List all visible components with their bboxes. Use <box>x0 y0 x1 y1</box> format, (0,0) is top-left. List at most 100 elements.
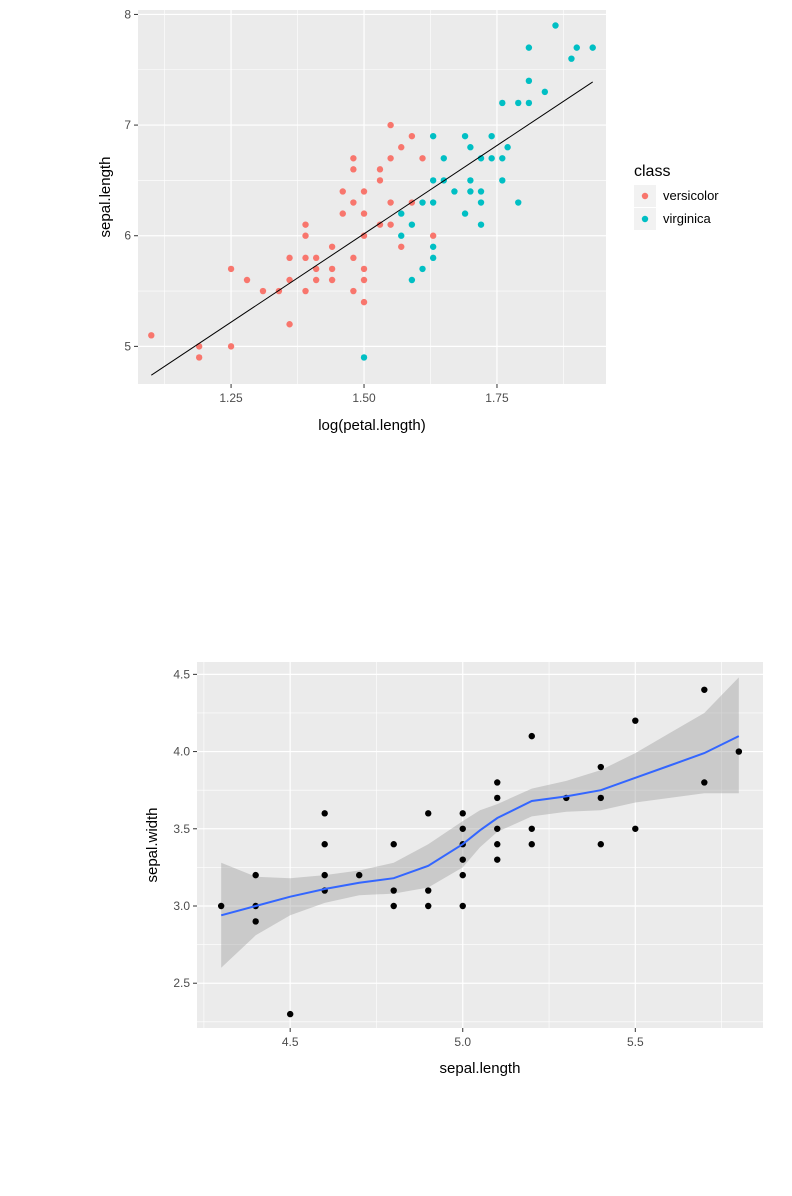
point-versicolor <box>360 210 368 217</box>
data-point <box>425 810 432 817</box>
point-versicolor <box>387 121 394 129</box>
x-axis-title: log(petal.length) <box>318 417 426 434</box>
point-versicolor <box>360 276 368 284</box>
y-tick-label: 5 <box>124 339 131 353</box>
point-virginica <box>515 199 522 206</box>
point-versicolor <box>328 243 336 250</box>
data-point <box>286 1010 294 1018</box>
point-virginica <box>552 22 559 29</box>
axes: 1.25 1.50 1.75 5 6 7 8 <box>124 7 509 405</box>
point-versicolor <box>302 287 309 295</box>
point-virginica <box>477 221 485 228</box>
x-tick-label: 5.5 <box>627 1035 644 1049</box>
data-point <box>597 841 604 848</box>
point-versicolor <box>376 221 384 228</box>
x-axis-title: sepal.length <box>440 1060 521 1077</box>
point-virginica <box>504 144 511 151</box>
point-versicolor <box>302 232 309 239</box>
data-point <box>252 871 259 879</box>
point-versicolor <box>286 321 293 328</box>
point-versicolor <box>259 287 267 295</box>
data-point <box>701 686 708 693</box>
data-point <box>321 871 328 879</box>
point-virginica <box>467 144 474 151</box>
point-versicolor <box>408 132 416 140</box>
point-versicolor <box>376 166 384 173</box>
data-point <box>494 825 501 832</box>
point-versicolor <box>339 188 346 195</box>
y-tick-label: 3.5 <box>173 822 190 836</box>
confidence-band-area <box>221 677 739 968</box>
point-virginica <box>461 132 469 140</box>
plot-panel <box>197 662 763 1028</box>
point-versicolor <box>360 265 368 273</box>
data-point <box>735 748 743 755</box>
point-versicolor <box>419 155 426 162</box>
y-axis-title: sepal.length <box>97 157 114 238</box>
y-tick-label: 7 <box>124 118 131 132</box>
point-virginica <box>408 276 416 284</box>
point-virginica <box>398 232 405 239</box>
data-point <box>390 841 397 848</box>
point-virginica <box>589 44 596 51</box>
legend-title: class <box>634 163 670 180</box>
point-virginica <box>477 199 485 206</box>
fit-line <box>151 81 593 376</box>
data-point <box>597 794 604 802</box>
data-point <box>459 825 466 832</box>
point-versicolor <box>227 343 235 350</box>
x-tick-label: 1.75 <box>485 391 509 405</box>
point-versicolor <box>350 287 357 295</box>
y-tick-label: 4.0 <box>173 745 190 759</box>
smooth-line <box>220 735 740 917</box>
point-versicolor <box>387 155 394 162</box>
point-versicolor <box>339 210 346 217</box>
point-versicolor <box>376 177 384 184</box>
point-versicolor <box>312 265 320 273</box>
legend: class versicolor virginica <box>634 163 719 230</box>
point-virginica <box>419 199 426 206</box>
data-point <box>459 902 466 910</box>
point-virginica <box>515 99 522 107</box>
point-versicolor <box>387 221 394 228</box>
point-virginica <box>429 254 437 262</box>
point-versicolor <box>302 221 309 228</box>
data-point <box>632 825 639 832</box>
y-tick-label: 3.0 <box>173 899 190 913</box>
point-virginica <box>419 265 426 273</box>
point-versicolor <box>312 276 320 284</box>
point-versicolor <box>360 188 368 195</box>
point-virginica <box>461 210 469 217</box>
point-versicolor <box>243 276 251 284</box>
point-virginica <box>525 77 533 85</box>
point-virginica <box>360 354 368 361</box>
point-versicolor <box>148 332 155 339</box>
point-versicolor <box>227 265 235 273</box>
scatter-chart-petal-sepal-length: 1.25 1.50 1.75 5 6 7 8 log(petal.length) sepal… <box>97 7 719 434</box>
point-versicolor <box>350 166 357 173</box>
point-virginica <box>499 177 506 184</box>
legend-marker-virginica <box>641 215 649 223</box>
confidence-band <box>221 677 739 968</box>
point-versicolor <box>429 232 437 239</box>
point-virginica <box>568 55 575 62</box>
plot-panel <box>138 10 606 384</box>
data-point <box>252 918 259 925</box>
data-point <box>390 887 397 894</box>
point-versicolor <box>312 254 320 262</box>
point-virginica <box>451 188 458 195</box>
data-points <box>217 686 743 1018</box>
point-versicolor <box>195 354 203 361</box>
data-point <box>425 902 432 910</box>
point-versicolor <box>387 199 394 206</box>
point-versicolor <box>398 243 405 250</box>
legend-marker-versicolor <box>641 192 649 200</box>
point-virginica <box>467 177 474 184</box>
data-point <box>459 810 466 817</box>
y-tick-label: 4.5 <box>173 667 190 681</box>
data-point <box>597 763 604 771</box>
y-axis-title: sepal.width <box>144 807 161 882</box>
point-virginica <box>429 177 437 184</box>
legend-label-versicolor: versicolor <box>663 188 719 203</box>
point-virginica <box>499 155 506 162</box>
